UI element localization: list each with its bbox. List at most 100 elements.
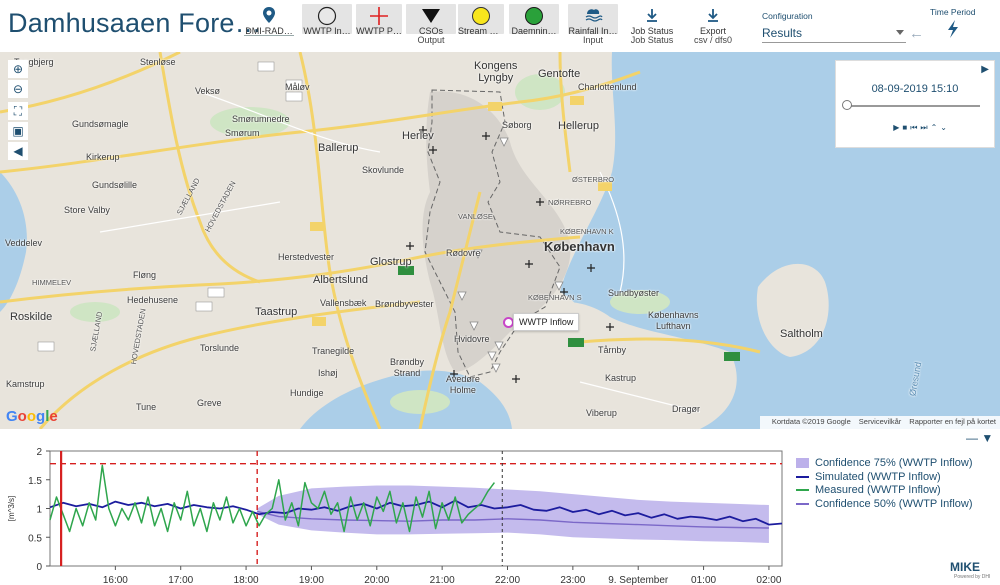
configuration-value: Results <box>762 26 803 40</box>
yellow-circle-icon <box>472 7 490 25</box>
place-label: Hellerup <box>558 120 599 132</box>
collapse-left-icon[interactable]: ◀ <box>8 142 28 160</box>
wwtp-pump-label: WWTP P… <box>356 26 402 36</box>
time-slider[interactable] <box>846 105 980 107</box>
configuration-label: Configuration <box>762 11 813 21</box>
panel-expand-icon[interactable]: ▶ <box>981 64 989 75</box>
legend-label: Confidence 50% (WWTP Inflow) <box>815 497 973 510</box>
app-title: Damhusaaen Fore… <box>8 8 262 38</box>
wwtp-tooltip: WWTP Inflow <box>513 313 580 331</box>
time-control-panel: ▶ 08-09-2019 15:10 ▶■⏮⏭⌃⌄ <box>835 60 995 148</box>
export-format-label: csv / dfs0 <box>693 35 732 45</box>
csos-button[interactable]: CSOs Output <box>406 4 456 45</box>
daemning-button[interactable]: Daemnin… <box>509 4 559 42</box>
legend-label: Simulated (WWTP Inflow) <box>815 470 941 483</box>
dmi-radar-button[interactable]: DMI-RAD… <box>244 4 294 42</box>
terms-link[interactable]: Servicevilkår <box>858 417 902 426</box>
playback-controls[interactable]: ▶■⏮⏭⌃⌄ <box>893 123 950 132</box>
place-label: Albertslund <box>313 274 369 286</box>
stream-outlet-button[interactable]: Stream O… <box>458 4 504 42</box>
place-label: Greve <box>197 398 222 408</box>
place-label: Glostrup <box>370 256 412 268</box>
download-icon <box>708 9 718 22</box>
red-cross-icon <box>370 7 388 25</box>
x-tick-label: 21:00 <box>430 575 455 585</box>
chevron-down-icon <box>896 30 904 35</box>
triangle-down-icon <box>422 9 440 23</box>
place-label: Måløv <box>285 82 310 92</box>
y-tick-label: 0.5 <box>28 533 42 544</box>
place-label: Vallensbæk <box>320 298 367 308</box>
legend-swatch <box>796 458 809 469</box>
place-label: ØSTERBRO <box>572 175 615 184</box>
green-circle-icon <box>525 7 543 25</box>
amager-island <box>520 301 737 429</box>
fullscreen-icon[interactable]: ⛶ <box>8 102 28 120</box>
place-label: Skovlunde <box>362 165 405 175</box>
legend-swatch <box>796 475 809 478</box>
place-label: Veddelev <box>5 238 43 248</box>
place-label: København <box>544 239 615 254</box>
map[interactable]: Tangbjerg Stenløse Veksø Måløv Smørumned… <box>0 52 1000 429</box>
job-status-button[interactable]: Job Status Job Status <box>626 4 678 45</box>
zoom-in-button[interactable]: ⊕ <box>8 60 28 78</box>
legend-item-confidence-50[interactable]: Confidence 50% (WWTP Inflow) <box>796 498 973 512</box>
chart-area: — ▼ 0 0.5 1 1.5 2 [m^3/s] 16:00 17:00 18:00 19:00… <box>0 429 1000 585</box>
map-pin-icon <box>263 7 275 23</box>
place-label: Søborg <box>502 120 532 130</box>
y-tick-label: 2 <box>36 447 42 458</box>
legend-item-confidence-75[interactable]: Confidence 75% (WWTP Inflow) <box>796 457 973 471</box>
copenhagen-urban <box>422 91 571 372</box>
wwtp-inflow-label: WWTP In… <box>303 26 351 36</box>
configuration-select[interactable]: Results <box>762 24 906 43</box>
place-label: Rødovre <box>446 248 481 258</box>
legend-swatch <box>796 489 809 492</box>
place-label: Stenløse <box>140 57 176 67</box>
place-label: Tune <box>136 402 157 412</box>
arrow-left-icon[interactable]: ← <box>909 25 924 42</box>
zoom-out-button[interactable]: ⊖ <box>8 80 28 98</box>
toolbar: Damhusaaen Fore… DMI-RAD… WWTP In… WWTP … <box>0 0 1000 50</box>
lightning-icon[interactable] <box>946 19 960 39</box>
time-slider-handle[interactable] <box>842 100 852 110</box>
place-label: Kongens Lyngby <box>474 60 518 84</box>
place-label: Hvidovre <box>454 334 490 344</box>
place-label: Fløng <box>133 270 157 280</box>
rainfall-input-button[interactable]: Rainfall In… Input <box>568 4 618 45</box>
map-attribution: Kortdata ©2019 Google Servicevilkår Rappor… <box>759 416 1000 429</box>
place-label: Hedehusene <box>127 295 179 305</box>
wwtp-pump-button[interactable]: WWTP P… <box>356 4 402 42</box>
y-tick-label: 1 <box>36 505 42 516</box>
report-error-link[interactable]: Rapporter en fejl på kortet <box>909 417 996 426</box>
fit-extent-icon[interactable]: ▣ <box>8 122 28 140</box>
place-label: Gundsømagle <box>72 119 129 129</box>
place-label: Torslunde <box>200 343 240 353</box>
output-group-label: Output <box>417 35 445 45</box>
legend-item-simulated[interactable]: Simulated (WWTP Inflow) <box>796 471 973 485</box>
wwtp-inflow-button[interactable]: WWTP In… <box>302 4 352 42</box>
x-tick-label: 20:00 <box>364 575 389 585</box>
chart-legend: Confidence 75% (WWTP Inflow) Simulated (… <box>796 457 973 511</box>
y-axis-label: [m^3/s] <box>7 496 16 522</box>
x-tick-label: 22:00 <box>495 575 520 585</box>
legend-item-measured[interactable]: Measured (WWTP Inflow) <box>796 484 973 498</box>
place-label: Smørumnedre <box>232 114 290 124</box>
export-button[interactable]: Export csv / dfs0 <box>688 4 738 45</box>
place-label: Roskilde <box>10 311 53 323</box>
place-label: Tårnby <box>598 345 627 355</box>
simulated-line <box>49 499 783 526</box>
collapse-chart-icon[interactable]: — ▼ <box>966 431 994 445</box>
x-tick-label: 17:00 <box>168 575 193 585</box>
rainfall-icon <box>585 9 603 22</box>
x-tick-label: 23:00 <box>560 575 585 585</box>
time-period-label: Time Period <box>930 7 976 17</box>
google-logo: Google <box>6 408 58 425</box>
x-tick-label: 16:00 <box>103 575 128 585</box>
place-label: Sundbyøster <box>608 288 660 298</box>
place-label: Saltholm <box>780 328 823 340</box>
job-status-sub: Job Status <box>630 35 674 45</box>
catchment-boundary <box>424 89 561 378</box>
daemning-label: Daemnin… <box>511 26 557 36</box>
place-label: Veksø <box>195 86 221 96</box>
saltholm-island <box>756 263 829 357</box>
